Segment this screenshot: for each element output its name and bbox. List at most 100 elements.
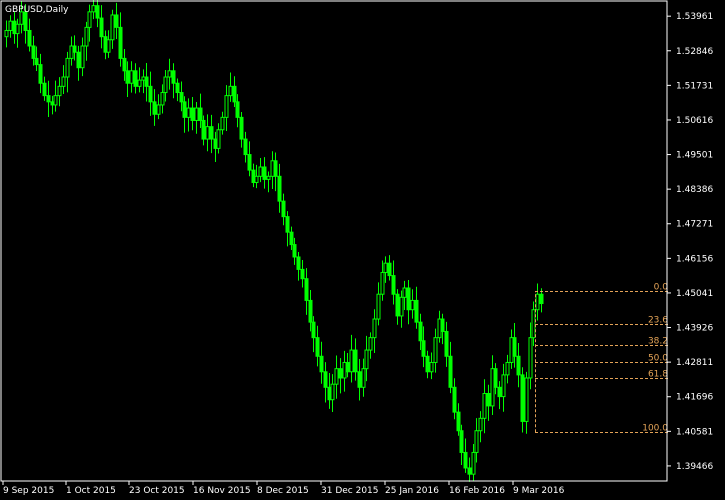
candle-body: [471, 451, 476, 475]
candle-body: [349, 349, 354, 373]
y-tick-label: 1.45041: [676, 289, 713, 299]
candle-body: [380, 271, 385, 295]
candle-body: [57, 85, 62, 97]
candle-body: [65, 57, 70, 78]
candle-body: [425, 355, 430, 373]
candle-body: [421, 340, 426, 357]
candle-body: [87, 11, 92, 28]
plot-frame: [0, 0, 668, 482]
candle-body: [114, 14, 119, 28]
candle-body: [330, 383, 335, 401]
candle-body: [463, 451, 468, 469]
candle-body: [266, 175, 271, 180]
candle-body: [399, 296, 404, 317]
candle-body: [300, 268, 305, 280]
candle-body: [235, 101, 240, 118]
candle-body: [186, 107, 191, 118]
candle-body: [243, 138, 248, 156]
candle-body: [486, 393, 491, 407]
candle-body: [125, 70, 130, 84]
candle-body: [433, 337, 438, 363]
candle-body: [99, 17, 104, 38]
candle-body: [80, 45, 85, 69]
candle-body: [418, 321, 423, 342]
x-tick-label: 25 Jan 2016: [385, 486, 439, 496]
candle-body: [258, 166, 263, 177]
candle-body: [497, 386, 502, 398]
fibonacci-level-label: 50.0: [648, 354, 668, 364]
candle-body: [429, 361, 434, 373]
candle-body: [254, 175, 259, 184]
y-tick-label: 1.46156: [676, 254, 713, 264]
candle-body: [144, 76, 149, 87]
candle-body: [61, 76, 66, 87]
candle-body: [72, 45, 77, 53]
candle-body: [338, 368, 343, 379]
x-tick-label: 23 Oct 2015: [129, 486, 185, 496]
candle-body: [391, 275, 396, 295]
candle-body: [383, 262, 388, 273]
y-tick-label: 1.40581: [676, 427, 713, 437]
candle-body: [34, 57, 39, 66]
candle-body: [482, 393, 487, 419]
candle-body: [410, 299, 415, 311]
candle-body: [315, 337, 320, 357]
candle-body: [8, 20, 13, 31]
candle-body: [27, 29, 32, 47]
symbol-label: GBPUSD,Daily: [5, 5, 69, 15]
candle-body: [448, 355, 453, 388]
candle-body: [171, 70, 176, 84]
candle-body: [220, 116, 225, 131]
candle-body: [179, 92, 184, 103]
candle-body: [505, 361, 510, 376]
fibonacci-level-label: 61.8: [648, 370, 668, 380]
candle-body: [110, 14, 115, 41]
candle-body: [247, 154, 252, 171]
x-axis: 9 Sep 2015 1 Oct 2015 23 Oct 2015 16 Nov 20…: [2, 481, 565, 496]
candle-body: [19, 11, 24, 25]
candle-body: [106, 39, 111, 53]
candle-body: [190, 107, 195, 121]
candle-body: [440, 318, 445, 332]
candle-body: [95, 5, 100, 19]
candle-body: [414, 299, 419, 323]
candle-body: [156, 104, 161, 115]
candle-body: [512, 337, 517, 357]
y-tick-label: 1.42811: [676, 358, 713, 368]
candle-body: [524, 377, 529, 422]
candle-body: [277, 175, 282, 202]
candle-body: [84, 26, 89, 47]
candle-body: [364, 349, 369, 370]
candle-body: [118, 26, 123, 59]
candle-body: [345, 361, 350, 373]
x-tick-label: 16 Feb 2016: [449, 486, 505, 496]
y-tick-label: 1.43926: [676, 324, 713, 334]
candle-body: [31, 45, 36, 59]
y-tick-label: 1.49501: [676, 151, 713, 161]
candle-body: [444, 330, 449, 357]
candle-body: [452, 386, 457, 413]
candle-body: [323, 371, 328, 388]
x-tick-label: 9 Mar 2016: [513, 486, 565, 496]
candle-body: [493, 368, 498, 388]
candle-body: [182, 101, 187, 118]
candle-body: [292, 244, 297, 258]
fibonacci-level-label: 23.6: [648, 316, 668, 326]
candle-body: [478, 417, 483, 432]
candle-body: [308, 299, 313, 323]
x-tick-label: 9 Sep 2015: [3, 486, 54, 496]
y-axis: 1.53961 1.52846 1.51731 1.50616 1.49501 1.483…: [667, 12, 713, 472]
candle-body: [456, 411, 461, 432]
candle-body: [459, 430, 464, 453]
candle-body: [205, 126, 210, 140]
candle-body: [531, 309, 536, 339]
candle-body: [76, 51, 81, 69]
candle-body: [334, 368, 339, 385]
candle-body: [194, 107, 199, 121]
candle-body: [319, 355, 324, 373]
candle-body: [232, 85, 237, 103]
candle-body: [262, 166, 267, 180]
candle-body: [357, 371, 362, 388]
x-tick-label: 16 Nov 2015: [193, 486, 251, 496]
